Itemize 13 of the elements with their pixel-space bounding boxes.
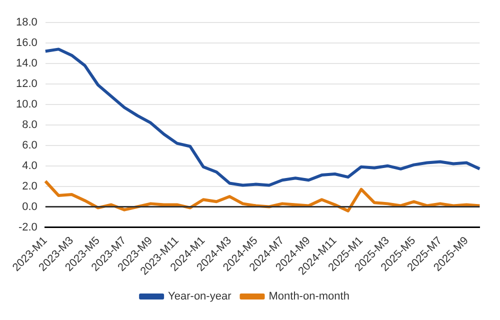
y-tick-label: 18.0	[16, 16, 38, 29]
legend-label: Month-on-month	[268, 290, 350, 303]
y-tick-label: 2.0	[22, 180, 38, 192]
y-tick-label: 6.0	[22, 139, 38, 152]
y-tick-label: 14.0	[16, 58, 38, 70]
y-tick-label: 0.0	[22, 200, 38, 213]
y-tick-label: 4.0	[22, 160, 38, 172]
y-tick-label: 8.0	[22, 118, 38, 131]
y-tick-label: 16.0	[16, 37, 38, 50]
y-tick-label: 12.0	[16, 78, 38, 90]
y-tick-label: -2.0	[18, 221, 38, 234]
y-tick-label: 10.0	[16, 98, 38, 110]
legend-label: Year-on-year	[168, 290, 232, 303]
